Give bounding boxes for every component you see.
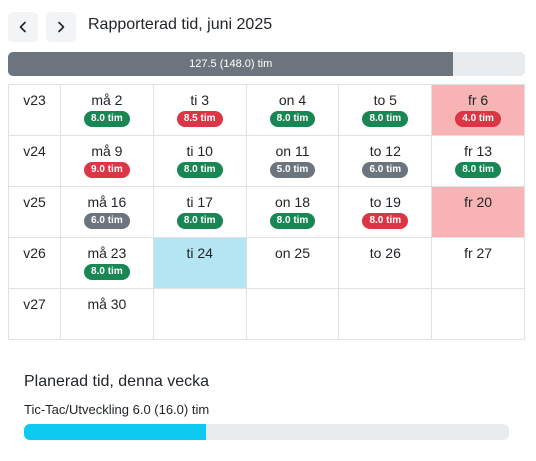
hours-badge: 9.0 tim	[84, 162, 130, 178]
calendar-empty-cell	[431, 288, 525, 340]
hours-badge: 8.0 tim	[362, 213, 409, 229]
week-number-label: v26	[23, 245, 46, 261]
calendar-day-cell[interactable]: fr 6 4.0 tim	[431, 84, 525, 136]
hours-badge: 8.0 tim	[84, 111, 130, 127]
calendar-week-row: v25 må 16 6.0 tim ti 17 8.0 tim on 18 8.0 tim t…	[8, 186, 525, 238]
week-number: v24	[8, 135, 61, 187]
calendar-day-cell[interactable]: ti 24	[152, 237, 247, 289]
calendar-day-cell[interactable]: fr 20	[431, 186, 525, 238]
calendar-day-cell[interactable]: må 30	[60, 288, 154, 340]
calendar-day-cell[interactable]: ti 3 8.5 tim	[152, 84, 247, 136]
calendar-day-cell[interactable]: fr 27	[431, 237, 525, 289]
page-title: Rapporterad tid, juni 2025	[88, 16, 273, 33]
day-label: to 5	[373, 92, 397, 108]
week-number: v27	[8, 288, 61, 340]
day-label: on 25	[274, 245, 311, 261]
prev-month-button[interactable]	[8, 12, 38, 42]
chevron-left-icon	[19, 21, 26, 33]
calendar-day-cell[interactable]: to 5 8.0 tim	[338, 84, 433, 136]
day-label: ti 3	[190, 92, 210, 108]
day-label: må 23	[87, 245, 127, 261]
calendar-day-cell[interactable]: må 23 8.0 tim	[60, 237, 154, 289]
planned-item-label: Tic-Tac/Utveckling 6.0 (16.0) tim	[24, 402, 210, 417]
hours-badge: 5.0 tim	[269, 162, 316, 178]
day-label: fr 20	[464, 194, 493, 210]
calendar-week-row: v26 må 23 8.0 tim ti 24 on 25 to 26 fr 27	[8, 237, 525, 289]
reported-time-progress-fill: 127.5 (148.0) tim	[8, 52, 454, 76]
calendar-day-cell[interactable]: ti 17 8.0 tim	[152, 186, 247, 238]
calendar-day-cell[interactable]: on 18 8.0 tim	[245, 186, 340, 238]
day-label: ti 10	[186, 143, 213, 159]
hours-badge: 8.0 tim	[84, 264, 130, 280]
day-label: ti 24	[186, 245, 213, 261]
calendar-day-cell[interactable]: må 16 6.0 tim	[60, 186, 154, 238]
week-number-label: v23	[23, 92, 46, 108]
header: Rapporterad tid, juni 2025	[8, 10, 528, 44]
calendar-day-cell[interactable]: må 2 8.0 tim	[60, 84, 154, 136]
hours-badge: 8.5 tim	[176, 111, 223, 127]
day-label: to 12	[369, 143, 401, 159]
day-label: fr 13	[464, 143, 493, 159]
calendar-day-cell[interactable]: to 26	[338, 237, 433, 289]
day-label: on 11	[275, 143, 310, 159]
calendar-empty-cell	[338, 288, 433, 340]
day-label: to 19	[369, 194, 401, 210]
hours-badge: 8.0 tim	[362, 111, 409, 127]
calendar-table: v23 må 2 8.0 tim ti 3 8.5 tim on 4 8.0 tim to 5…	[8, 84, 525, 340]
calendar-day-cell[interactable]: må 9 9.0 tim	[60, 135, 154, 187]
day-label: må 30	[87, 296, 127, 312]
planned-time-progress	[24, 424, 509, 440]
calendar-week-row: v24 må 9 9.0 tim ti 10 8.0 tim on 11 5.0 tim to…	[8, 135, 525, 187]
calendar-day-cell[interactable]: to 19 8.0 tim	[338, 186, 433, 238]
calendar-day-cell[interactable]: ti 10 8.0 tim	[152, 135, 247, 187]
day-label: må 2	[91, 92, 123, 108]
hours-badge: 6.0 tim	[84, 213, 130, 229]
calendar-empty-cell	[245, 288, 340, 340]
planned-section-title: Planerad tid, denna vecka	[24, 373, 210, 390]
hours-badge: 8.0 tim	[455, 162, 501, 178]
day-label: må 16	[87, 194, 127, 210]
day-label: on 4	[278, 92, 307, 108]
week-number: v26	[8, 237, 61, 289]
hours-badge: 6.0 tim	[362, 162, 409, 178]
week-number-label: v25	[23, 194, 46, 210]
calendar-day-cell[interactable]: on 4 8.0 tim	[245, 84, 340, 136]
day-label: ti 17	[186, 194, 213, 210]
week-number: v23	[8, 84, 61, 136]
day-label: to 26	[369, 245, 401, 261]
week-number-label: v27	[23, 296, 46, 312]
calendar-day-cell[interactable]: fr 13 8.0 tim	[431, 135, 525, 187]
calendar-day-cell[interactable]: on 11 5.0 tim	[245, 135, 340, 187]
calendar-empty-cell	[152, 288, 247, 340]
next-month-button[interactable]	[46, 12, 76, 42]
day-label: fr 6	[467, 92, 489, 108]
planned-time-progress-fill	[24, 424, 206, 440]
reported-time-progress: 127.5 (148.0) tim	[8, 52, 525, 76]
day-label: on 18	[274, 194, 311, 210]
calendar-day-cell[interactable]: on 25	[245, 237, 340, 289]
hours-badge: 8.0 tim	[176, 162, 223, 178]
week-number-label: v24	[23, 143, 46, 159]
hours-badge: 8.0 tim	[269, 213, 316, 229]
week-number: v25	[8, 186, 61, 238]
calendar-week-row: v27 må 30	[8, 288, 525, 340]
hours-badge: 8.0 tim	[176, 213, 223, 229]
calendar-day-cell[interactable]: to 12 6.0 tim	[338, 135, 433, 187]
day-label: fr 27	[464, 245, 493, 261]
hours-badge: 4.0 tim	[455, 111, 501, 127]
hours-badge: 8.0 tim	[269, 111, 316, 127]
chevron-right-icon	[58, 21, 65, 33]
day-label: må 9	[91, 143, 123, 159]
calendar-week-row: v23 må 2 8.0 tim ti 3 8.5 tim on 4 8.0 tim to 5…	[8, 84, 525, 136]
